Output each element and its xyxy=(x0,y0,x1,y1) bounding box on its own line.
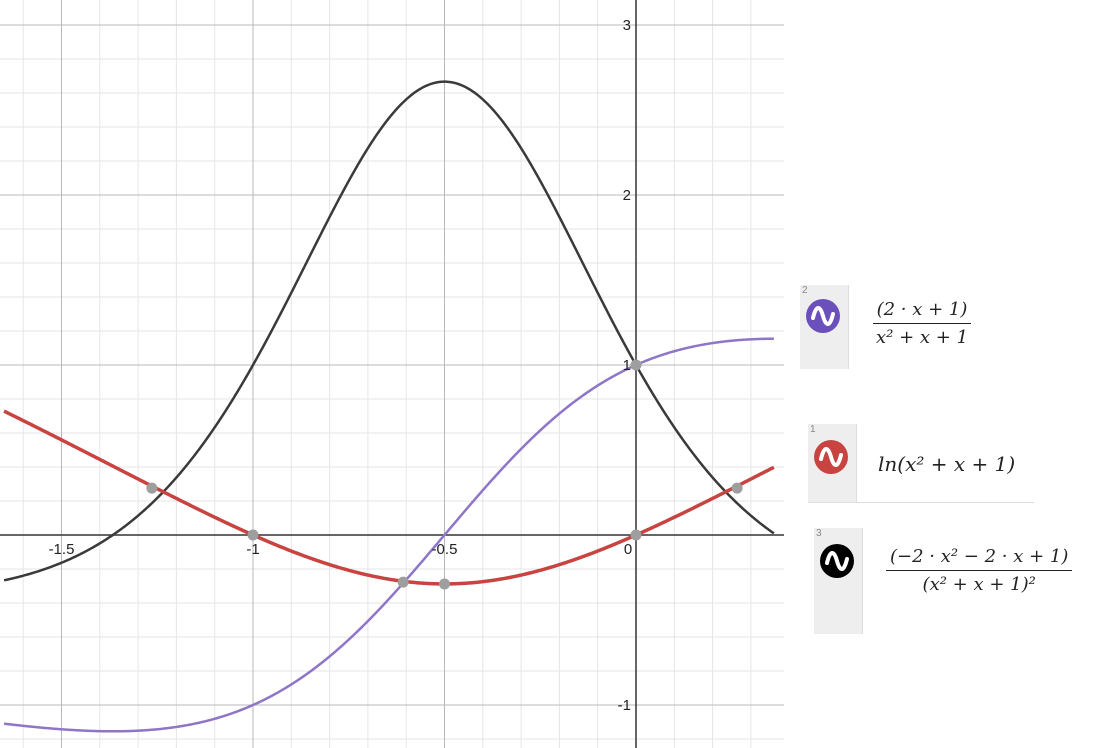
marked-point xyxy=(731,482,743,494)
marked-point xyxy=(397,576,409,588)
legend-expression-1: ln(x² + x + 1) xyxy=(878,452,1016,476)
legend-strip: 3 xyxy=(814,528,863,634)
legend-number: 3 xyxy=(816,528,822,539)
x-tick-label: -0.5 xyxy=(432,541,458,558)
marked-point xyxy=(630,359,642,371)
fraction-denominator: x² + x + 1 xyxy=(876,327,969,348)
series-line-f1 xyxy=(3,337,774,733)
series-line-f xyxy=(3,409,775,586)
legend-strip: 1 xyxy=(808,424,857,502)
marked-point xyxy=(630,529,642,541)
legend-entry-1[interactable]: 1 ln(x² + x + 1) xyxy=(808,424,1034,503)
marked-point xyxy=(146,482,158,494)
points[interactable] xyxy=(146,359,743,590)
legend-expression-2: (2 · x + 1) x² + x + 1 xyxy=(872,299,972,348)
legend-entry-2[interactable]: 2 (2 · x + 1) x² + x + 1 xyxy=(800,285,1000,371)
legend-strip: 2 xyxy=(800,285,849,369)
curves xyxy=(3,80,775,733)
legend-number: 2 xyxy=(802,285,808,296)
wave-icon[interactable] xyxy=(814,440,848,474)
wave-icon[interactable] xyxy=(806,299,840,333)
legend-expression-3: (−2 · x² − 2 · x + 1) (x² + x + 1)² xyxy=(886,546,1073,595)
y-tick-label: 3 xyxy=(623,17,631,34)
y-tick-label: -1 xyxy=(618,697,631,714)
series-line-f2 xyxy=(3,80,775,582)
marked-point xyxy=(439,578,450,590)
marked-point xyxy=(247,529,259,541)
legend-entry-3[interactable]: 3 (−2 · x² − 2 · x + 1) (x² + x + 1)² xyxy=(814,528,1094,634)
major-grid xyxy=(0,0,784,748)
x-tick-label: -1 xyxy=(246,541,259,558)
legend-number: 1 xyxy=(810,424,816,435)
x-tick-label: -1.5 xyxy=(49,541,75,558)
fraction-numerator: (−2 · x² − 2 · x + 1) xyxy=(886,546,1073,571)
axes xyxy=(0,0,784,748)
tick-labels: -1.5 -1 -0.5 0 -1 1 2 3 xyxy=(49,17,633,714)
fraction-denominator: (x² + x + 1)² xyxy=(922,574,1036,595)
fraction-numerator: (2 · x + 1) xyxy=(872,299,972,324)
graph-plot[interactable]: -1.5 -1 -0.5 0 -1 1 2 3 xyxy=(0,0,784,748)
minor-grid xyxy=(0,0,784,748)
x-tick-label: 0 xyxy=(624,541,632,558)
y-tick-label: 2 xyxy=(623,187,631,204)
wave-icon[interactable] xyxy=(820,544,854,578)
y-tick-label: 1 xyxy=(623,357,631,374)
